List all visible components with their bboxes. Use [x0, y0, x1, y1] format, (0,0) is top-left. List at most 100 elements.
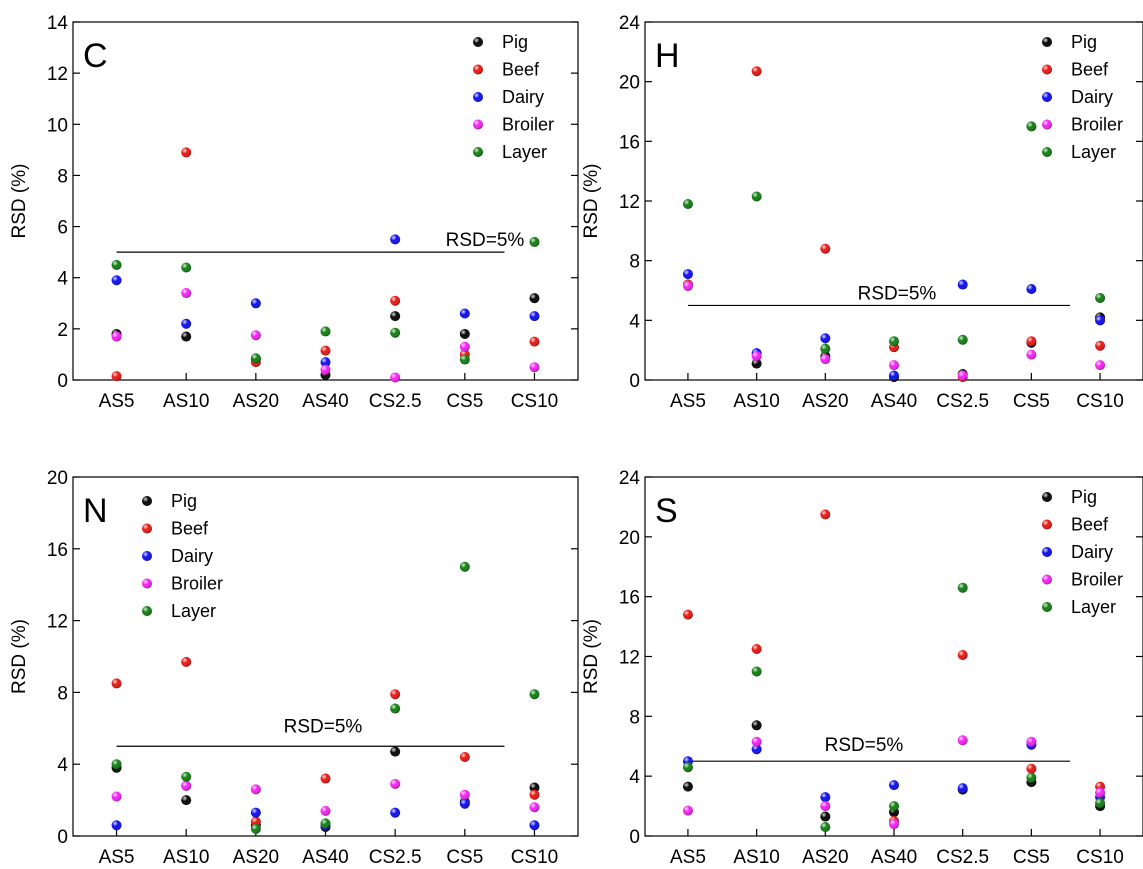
point-shade [111, 331, 122, 342]
point-shade [459, 341, 470, 352]
legend-marker-shade [1042, 492, 1052, 502]
point-broiler-cs2-5 [390, 372, 401, 383]
point-dairy-cs2-5 [390, 234, 401, 245]
point-layer-cs10 [1095, 798, 1106, 809]
x-tick-label-as10: AS10 [163, 391, 209, 412]
legend-item-broiler: Broiler [142, 574, 223, 594]
x-tick-label-as5: AS5 [99, 847, 135, 868]
y-axis-label: RSD (%) [581, 164, 602, 239]
legend-marker-shade [142, 578, 152, 589]
point-shade [181, 771, 192, 782]
legend-marker-shade [1042, 119, 1052, 130]
point-pig-as5 [682, 781, 693, 792]
legend-marker-shade [1042, 37, 1052, 47]
legend-label: Dairy [502, 87, 544, 107]
legend-marker-shade [142, 523, 152, 534]
point-shade [181, 795, 192, 806]
point-shade [889, 370, 899, 381]
point-shade [320, 805, 331, 816]
legend-marker-shade [1042, 602, 1052, 612]
point-shade [459, 789, 470, 800]
point-layer-as10 [751, 666, 762, 677]
point-shade [459, 328, 470, 339]
point-shade [111, 259, 122, 270]
point-shade [1026, 772, 1037, 783]
point-shade [751, 191, 762, 202]
point-shade [459, 354, 470, 365]
x-tick-label-cs5: CS5 [446, 847, 483, 868]
point-beef-as10 [751, 644, 762, 655]
point-layer-as5 [111, 259, 122, 270]
point-shade [181, 288, 192, 299]
legend-label: Pig [1071, 487, 1097, 507]
legend-label: Beef [1071, 515, 1109, 535]
point-beef-as10 [751, 66, 762, 77]
point-broiler-cs2-5 [957, 370, 968, 381]
point-shade [529, 820, 540, 831]
point-layer-as10 [181, 262, 192, 273]
point-shade [957, 783, 968, 794]
legend-marker-shade [473, 64, 483, 75]
x-tick-label-as10: AS10 [733, 847, 779, 868]
point-broiler-as5 [111, 331, 122, 342]
legend-label: Dairy [171, 546, 213, 566]
point-dairy-cs5 [1026, 284, 1037, 295]
point-broiler-as40 [889, 819, 899, 830]
point-broiler-cs10 [529, 362, 540, 373]
x-tick-label-as40: AS40 [871, 847, 917, 868]
point-beef-cs2-5 [957, 650, 968, 661]
point-shade [1095, 798, 1106, 809]
point-shade [751, 644, 762, 655]
point-dairy-cs10 [529, 311, 540, 322]
y-axis-label: RSD (%) [9, 164, 30, 239]
legend-item-broiler: Broiler [1042, 115, 1123, 135]
point-shade [1095, 360, 1106, 371]
legend-marker-shade [1042, 547, 1052, 557]
legend-item-dairy: Dairy [142, 546, 213, 566]
x-tick-label-cs5: CS5 [1013, 847, 1050, 868]
point-shade [820, 333, 831, 344]
y-tick-label: 12 [47, 64, 68, 85]
point-shade [111, 371, 122, 382]
point-dairy-as20 [250, 298, 261, 309]
legend-item-beef: Beef [142, 519, 209, 539]
point-shade [682, 781, 693, 792]
x-tick-label-as5: AS5 [99, 391, 135, 412]
point-shade [751, 720, 762, 731]
point-shade [250, 353, 261, 364]
panel-label: C [83, 37, 108, 75]
reference-line-label: RSD=5% [284, 716, 363, 737]
point-beef-as20 [820, 509, 831, 520]
point-pig-as10 [751, 720, 762, 731]
point-dairy-cs5 [459, 308, 470, 319]
x-tick-label-cs5: CS5 [1013, 391, 1050, 412]
x-tick-label-cs2-5: CS2.5 [369, 847, 422, 868]
point-shade [320, 326, 331, 337]
x-tick-label-as20: AS20 [233, 847, 279, 868]
point-beef-as40 [320, 345, 331, 356]
point-shade [889, 336, 899, 347]
point-shade [390, 372, 401, 383]
point-shade [1026, 336, 1037, 347]
point-shade [682, 609, 693, 620]
point-shade [682, 269, 693, 280]
y-tick-label: 20 [47, 468, 68, 489]
point-shade [250, 298, 261, 309]
y-tick-label: 12 [619, 192, 640, 213]
point-layer-as5 [682, 762, 693, 773]
point-layer-cs2-5 [957, 582, 968, 593]
point-shade [1026, 763, 1037, 774]
y-tick-label: 8 [629, 252, 640, 273]
point-shade [682, 198, 693, 209]
legend-item-pig: Pig [1042, 487, 1097, 507]
point-dairy-as20 [250, 807, 261, 818]
legend-item-broiler: Broiler [473, 115, 554, 135]
point-shade [529, 293, 540, 304]
point-shade [957, 279, 968, 290]
y-tick-label: 8 [57, 166, 68, 187]
point-shade [390, 703, 401, 714]
x-tick-label-cs10: CS10 [1076, 391, 1124, 412]
point-layer-cs5 [459, 354, 470, 365]
point-pig-cs10 [529, 782, 540, 793]
x-tick-label-cs5: CS5 [446, 391, 483, 412]
